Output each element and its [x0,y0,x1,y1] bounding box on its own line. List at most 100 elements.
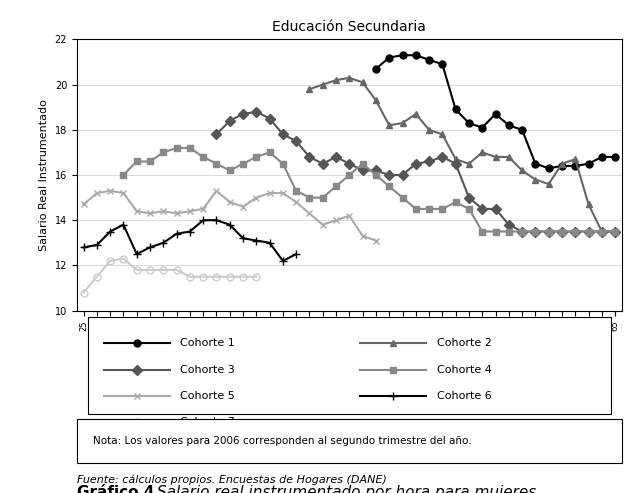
Cohorte 2 [571,156,579,162]
Line: Cohorte 2: Cohorte 2 [306,74,619,235]
Cohorte 1 [519,127,526,133]
Cohorte 2 [412,111,420,117]
Text: Cohorte 7: Cohorte 7 [181,417,235,427]
Text: Fuente: cálculos propios. Encuestas de Hogares (DANE): Fuente: cálculos propios. Encuestas de H… [77,474,387,485]
Cohorte 6 [253,238,260,244]
Cohorte 4 [292,188,300,194]
Cohorte 3 [253,109,260,115]
Cohorte 1 [452,106,460,112]
Cohorte 4 [133,159,140,165]
Cohorte 5 [93,190,101,196]
FancyBboxPatch shape [77,419,622,463]
Cohorte 4 [372,172,379,178]
Line: Cohorte 6: Cohorte 6 [79,216,301,265]
Cohorte 1 [372,66,379,72]
Cohorte 3 [612,229,619,235]
Cohorte 6 [120,222,128,228]
Cohorte 7 [79,289,87,295]
Cohorte 2 [425,127,433,133]
Text: Gráfico 4.: Gráfico 4. [77,485,160,493]
Cohorte 4 [279,161,287,167]
Cohorte 3 [478,206,486,212]
Text: Cohorte 3: Cohorte 3 [181,365,235,375]
Cohorte 7 [133,267,140,273]
Text: Cohorte 6: Cohorte 6 [437,391,491,401]
Text: Cohorte 5: Cohorte 5 [181,391,235,401]
Line: Cohorte 7: Cohorte 7 [80,255,260,296]
Cohorte 4 [558,229,566,235]
Cohorte 3 [319,161,327,167]
Cohorte 3 [332,154,340,160]
Cohorte 7 [146,267,154,273]
Cohorte 6 [93,242,101,248]
Cohorte 4 [172,145,180,151]
Cohorte 2 [492,154,499,160]
Cohorte 1 [571,163,579,169]
Cohorte 2 [531,176,539,182]
Cohorte 6 [172,231,180,237]
Cohorte 2 [332,77,340,83]
Cohorte 4 [492,229,499,235]
Cohorte 4 [239,161,247,167]
Cohorte 1 [492,111,499,117]
Cohorte 2 [478,149,486,155]
Cohorte 5 [79,202,87,208]
Cohorte 4 [612,229,619,235]
Cohorte 6 [79,245,87,250]
Cohorte 3 [279,131,287,137]
Cohorte 3 [438,154,446,160]
Cohorte 7 [172,267,180,273]
Text: Nota: Los valores para 2006 corresponden al segundo trimestre del año.: Nota: Los valores para 2006 corresponden… [94,436,472,446]
Cohorte 3 [372,168,379,174]
Cohorte 3 [545,229,553,235]
Cohorte 5 [186,208,194,214]
Cohorte 6 [199,217,207,223]
FancyBboxPatch shape [88,317,611,414]
Cohorte 4 [253,154,260,160]
Cohorte 4 [332,183,340,189]
Y-axis label: Salario Real Instrumentado: Salario Real Instrumentado [39,99,49,251]
Cohorte 4 [545,229,553,235]
Cohorte 1 [412,52,420,58]
Text: Cohorte 2: Cohorte 2 [437,338,492,348]
Cohorte 2 [452,156,460,162]
Cohorte 4 [359,161,367,167]
Cohorte 1 [425,57,433,63]
Cohorte 3 [226,118,233,124]
Cohorte 3 [505,222,513,228]
Cohorte 2 [505,154,513,160]
Cohorte 3 [292,138,300,144]
Cohorte 6 [186,229,194,235]
Cohorte 1 [558,163,566,169]
Cohorte 6 [292,251,300,257]
Cohorte 5 [372,238,379,244]
Cohorte 3 [345,161,353,167]
Cohorte 5 [213,188,221,194]
Cohorte 4 [452,199,460,205]
Cohorte 4 [505,229,513,235]
Cohorte 4 [306,195,313,201]
Cohorte 3 [571,229,579,235]
Cohorte 7 [106,258,114,264]
Cohorte 4 [465,206,473,212]
Cohorte 6 [239,235,247,241]
Cohorte 2 [385,122,393,128]
Cohorte 2 [612,229,619,235]
Cohorte 4 [160,149,167,155]
Cohorte 1 [598,154,606,160]
Cohorte 4 [199,154,207,160]
Cohorte 3 [465,195,473,201]
Cohorte 4 [120,172,128,178]
Cohorte 7 [239,274,247,280]
Cohorte 4 [385,183,393,189]
Cohorte 5 [332,217,340,223]
Cohorte 5 [253,195,260,201]
Cohorte 4 [571,229,579,235]
Cohorte 6 [146,245,154,250]
Cohorte 6 [213,217,221,223]
X-axis label: Edad: Edad [333,337,365,350]
Cohorte 4 [531,229,539,235]
Cohorte 4 [585,229,592,235]
Cohorte 4 [478,229,486,235]
Cohorte 3 [266,115,274,121]
